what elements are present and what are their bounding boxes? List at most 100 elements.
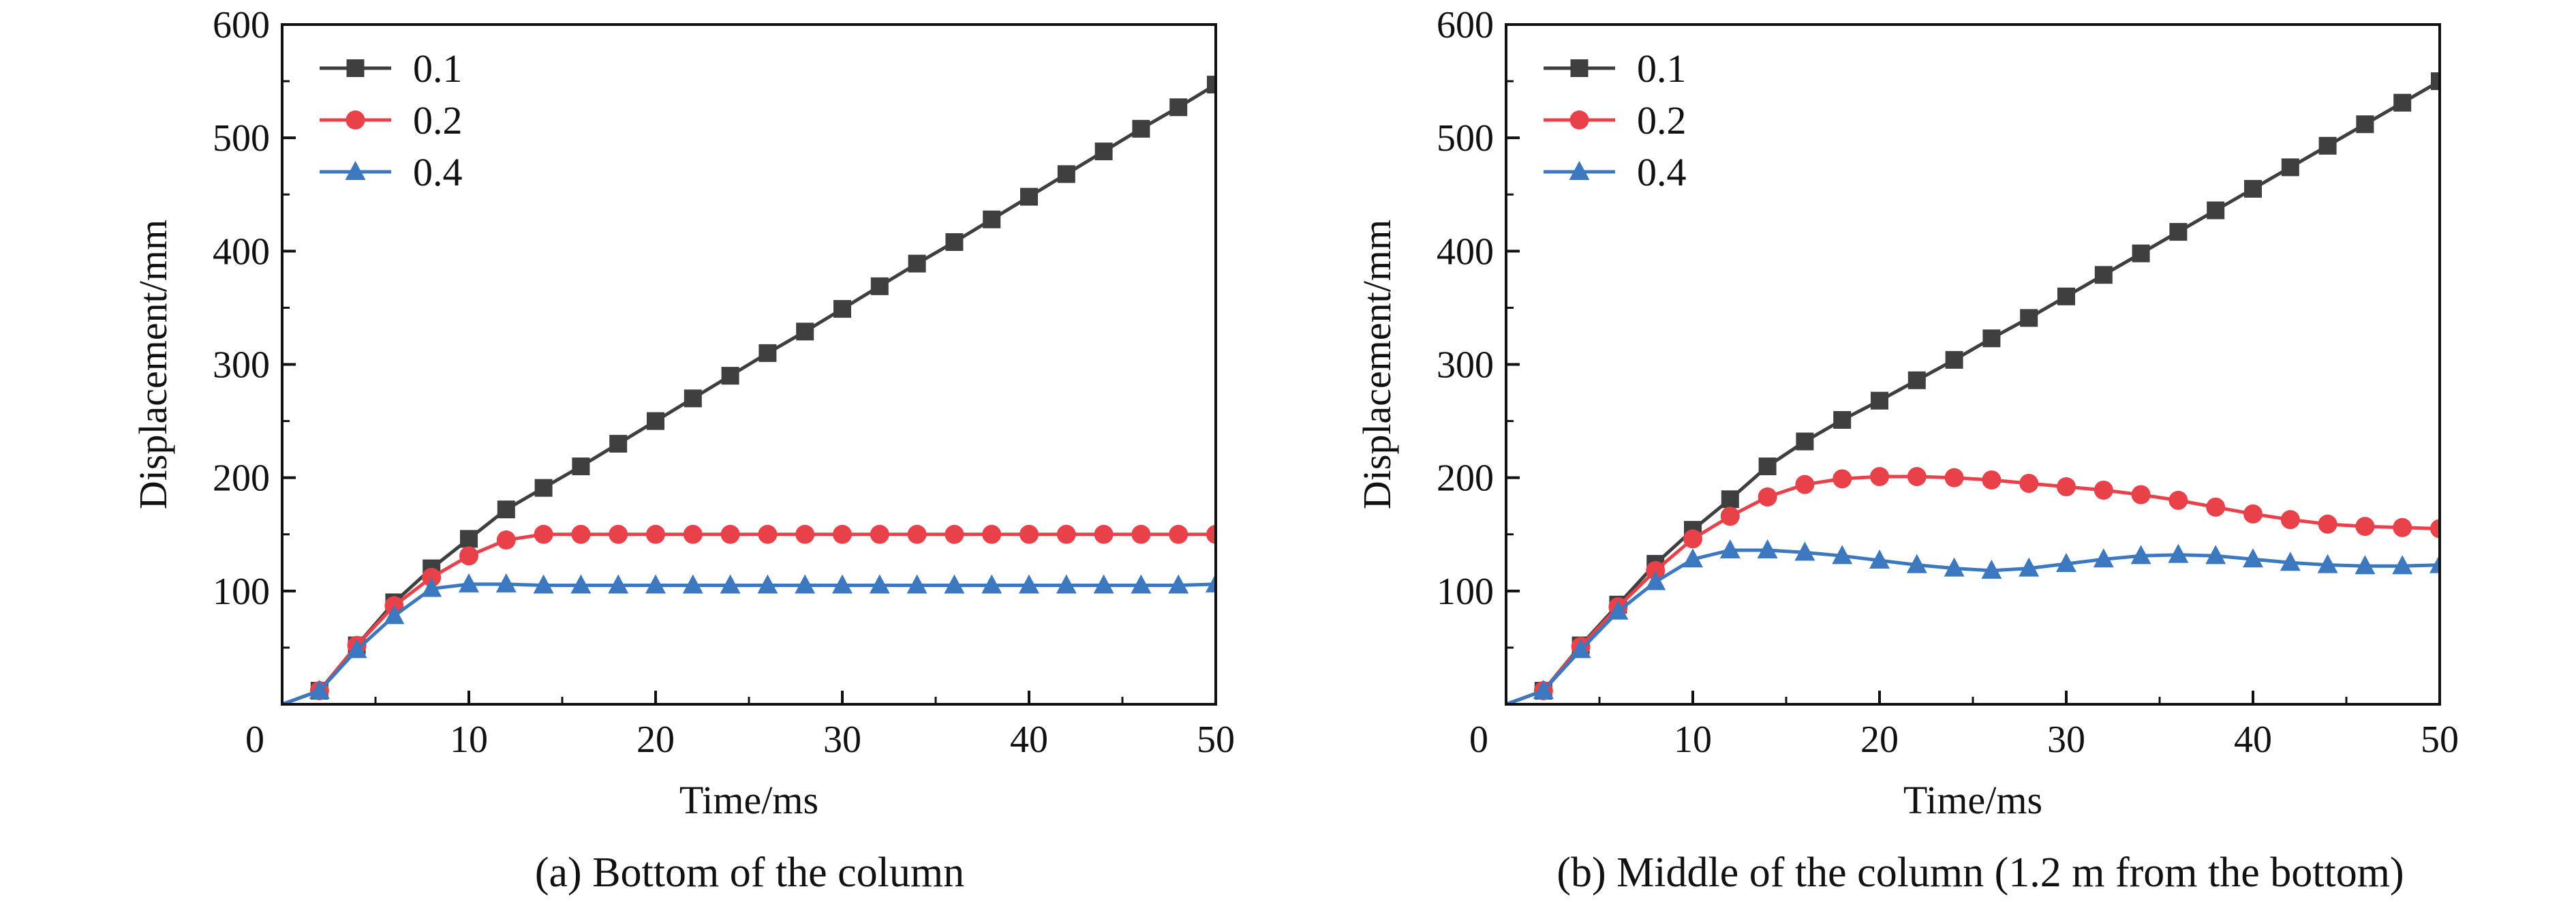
series-0-4-point: [384, 605, 405, 625]
series-0-1-point: [945, 233, 964, 252]
series-0-1-point: [2132, 244, 2150, 262]
series-0-2-point: [982, 524, 1002, 544]
series-0-4-point: [570, 574, 592, 594]
series-0-2-point: [1720, 507, 1740, 526]
series-0-2-point: [833, 524, 852, 544]
legend-0-1-label: 0.1: [1637, 46, 1687, 91]
series-0-1-point: [2393, 93, 2412, 112]
series-0-2-point: [646, 524, 665, 544]
series-0-4-point: [1981, 559, 2002, 579]
legend-0-1-marker: [346, 59, 365, 77]
chart-panel-a: 0 10 20 30 40 50 100 200 300 400 500 600 Time/ms Disp…: [131, 4, 1235, 896]
series-0-1-point: [870, 277, 889, 295]
series-0-1-point: [983, 210, 1001, 228]
series-0-2-point: [1833, 469, 1852, 489]
series-0-1-point: [908, 254, 926, 273]
y-tick-label: 100: [213, 571, 270, 613]
series-0-2-point: [1019, 524, 1039, 544]
series-0-1-point: [1982, 329, 2001, 348]
series-0-2-point: [1870, 467, 1889, 487]
series-0-2-point: [422, 567, 442, 587]
series-0-1-point: [1132, 119, 1150, 138]
series-0-1-point: [1758, 457, 1777, 476]
x-tick-label: 40: [2234, 719, 2272, 761]
series-0-1-point: [684, 389, 702, 408]
x-tick-label: 30: [2047, 719, 2085, 761]
x-tick-label: 20: [637, 719, 675, 761]
series-0-4-point: [495, 573, 517, 592]
series-0-4-point: [1608, 600, 1629, 620]
series-0-2-point: [2019, 473, 2039, 493]
x-tick-label: 10: [450, 719, 488, 761]
series-0-4-point: [944, 574, 965, 594]
series-0-4-point: [459, 573, 479, 592]
series-0-2-point: [1982, 470, 2002, 490]
y-tick-label: 600: [1437, 4, 1494, 46]
x-tick-label: 0: [1469, 719, 1488, 761]
x-axis-title: Time/ms: [1903, 778, 2042, 822]
legend-0-4-marker: [1569, 161, 1590, 180]
series-0-4-line: [282, 582, 1216, 704]
series-0-4-point: [1719, 539, 1741, 559]
y-tick-label: 200: [213, 457, 270, 500]
panel-caption: (b) Middle of the column (1.2 m from the…: [1557, 850, 2404, 896]
series-0-1-point: [1945, 350, 1963, 369]
series-0-2-point: [571, 524, 591, 544]
series-0-2-point: [870, 524, 889, 544]
series-0-4-point: [1056, 574, 1077, 594]
y-tick-label: 400: [1437, 230, 1494, 273]
series-0-2-point: [907, 524, 927, 544]
series-0-4-point: [757, 574, 778, 594]
series-0-4-point: [1683, 548, 1703, 568]
series-0-4-point: [869, 574, 890, 594]
series-0-2-point: [2430, 519, 2440, 539]
series-0-1-point: [758, 344, 777, 362]
series-0-4-point: [533, 574, 554, 594]
y-tick-label: 300: [1437, 344, 1494, 387]
series-0-2-point: [2243, 504, 2263, 524]
series-0-4-point: [645, 574, 666, 594]
series-0-1-point: [2318, 136, 2337, 155]
series-0-2-point: [459, 546, 478, 566]
series-0-4-point: [2168, 543, 2189, 563]
series-0-4-point: [2130, 545, 2151, 565]
series-0-1-point: [1907, 371, 1926, 389]
series-0-2-point: [2355, 517, 2375, 537]
series-0-1-point: [2244, 179, 2262, 198]
x-tick-label: 40: [1010, 719, 1048, 761]
y-axis-title: Displacement/mm: [131, 220, 175, 509]
series-0-1-point: [721, 367, 739, 385]
series-0-1-point: [833, 300, 851, 318]
x-tick-label: 50: [1197, 719, 1235, 761]
series-0-1-point: [1169, 98, 1188, 117]
series-0-4-point: [1906, 554, 1927, 573]
series-0-1-point: [609, 434, 628, 453]
x-axis-title: Time/ms: [679, 778, 818, 822]
legend-0-1-label: 0.1: [413, 46, 463, 91]
series-0-4-point: [1757, 539, 1778, 559]
series-0-4-point: [2093, 548, 2114, 568]
x-tick-label: 10: [1674, 719, 1712, 761]
series-0-4-point: [346, 639, 367, 659]
series-0-1-point: [2020, 309, 2038, 327]
series-0-1-point: [497, 500, 515, 519]
series-0-4-point: [1168, 574, 1189, 594]
series-0-1-point: [1057, 165, 1075, 183]
x-tick-label: 20: [1860, 719, 1899, 761]
series-0-2-point: [2168, 490, 2188, 510]
series-0-1-point: [572, 457, 590, 476]
series-0-2-point: [2206, 497, 2226, 517]
y-tick-label: 500: [213, 117, 270, 160]
series-0-1-point: [1833, 410, 1852, 429]
series-0-1-point: [460, 530, 478, 548]
series-0-4-point: [1533, 680, 1554, 700]
legend-0-2-marker: [1569, 110, 1589, 130]
series-0-4-point: [1944, 557, 1965, 577]
series-0-1-point: [2207, 201, 2225, 220]
legend-0-2-label: 0.2: [413, 98, 463, 142]
series-0-1-point: [647, 412, 664, 430]
series-0-2-point: [534, 524, 553, 544]
legend-0-4-label: 0.4: [413, 150, 463, 194]
series-0-4-line: [1506, 548, 2440, 704]
